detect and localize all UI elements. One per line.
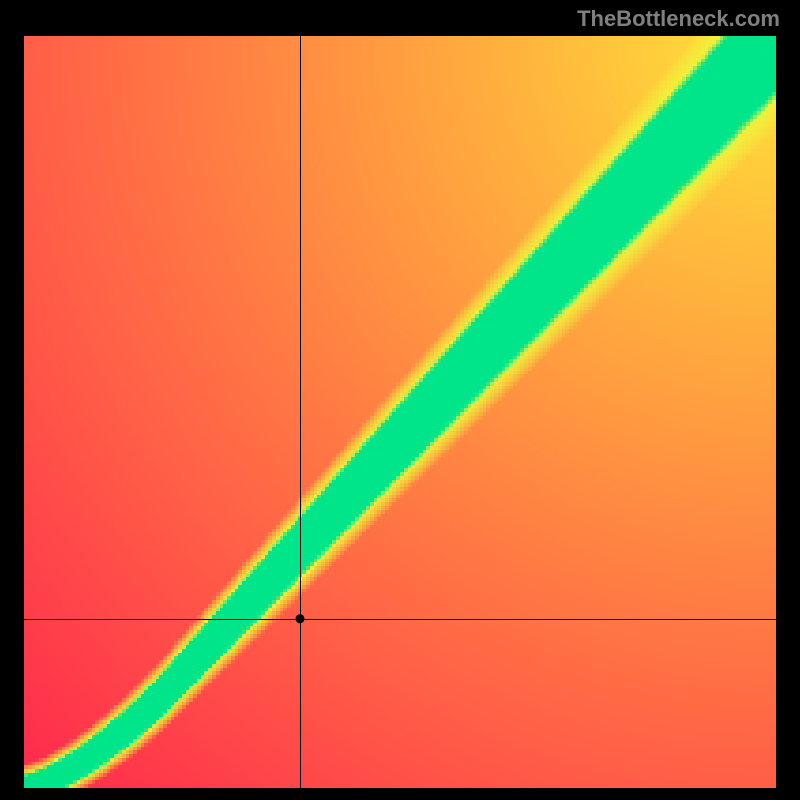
plot-area xyxy=(24,36,776,788)
attribution-label: TheBottleneck.com xyxy=(577,6,780,32)
chart-container: TheBottleneck.com xyxy=(0,0,800,800)
heatmap-canvas xyxy=(24,36,776,788)
